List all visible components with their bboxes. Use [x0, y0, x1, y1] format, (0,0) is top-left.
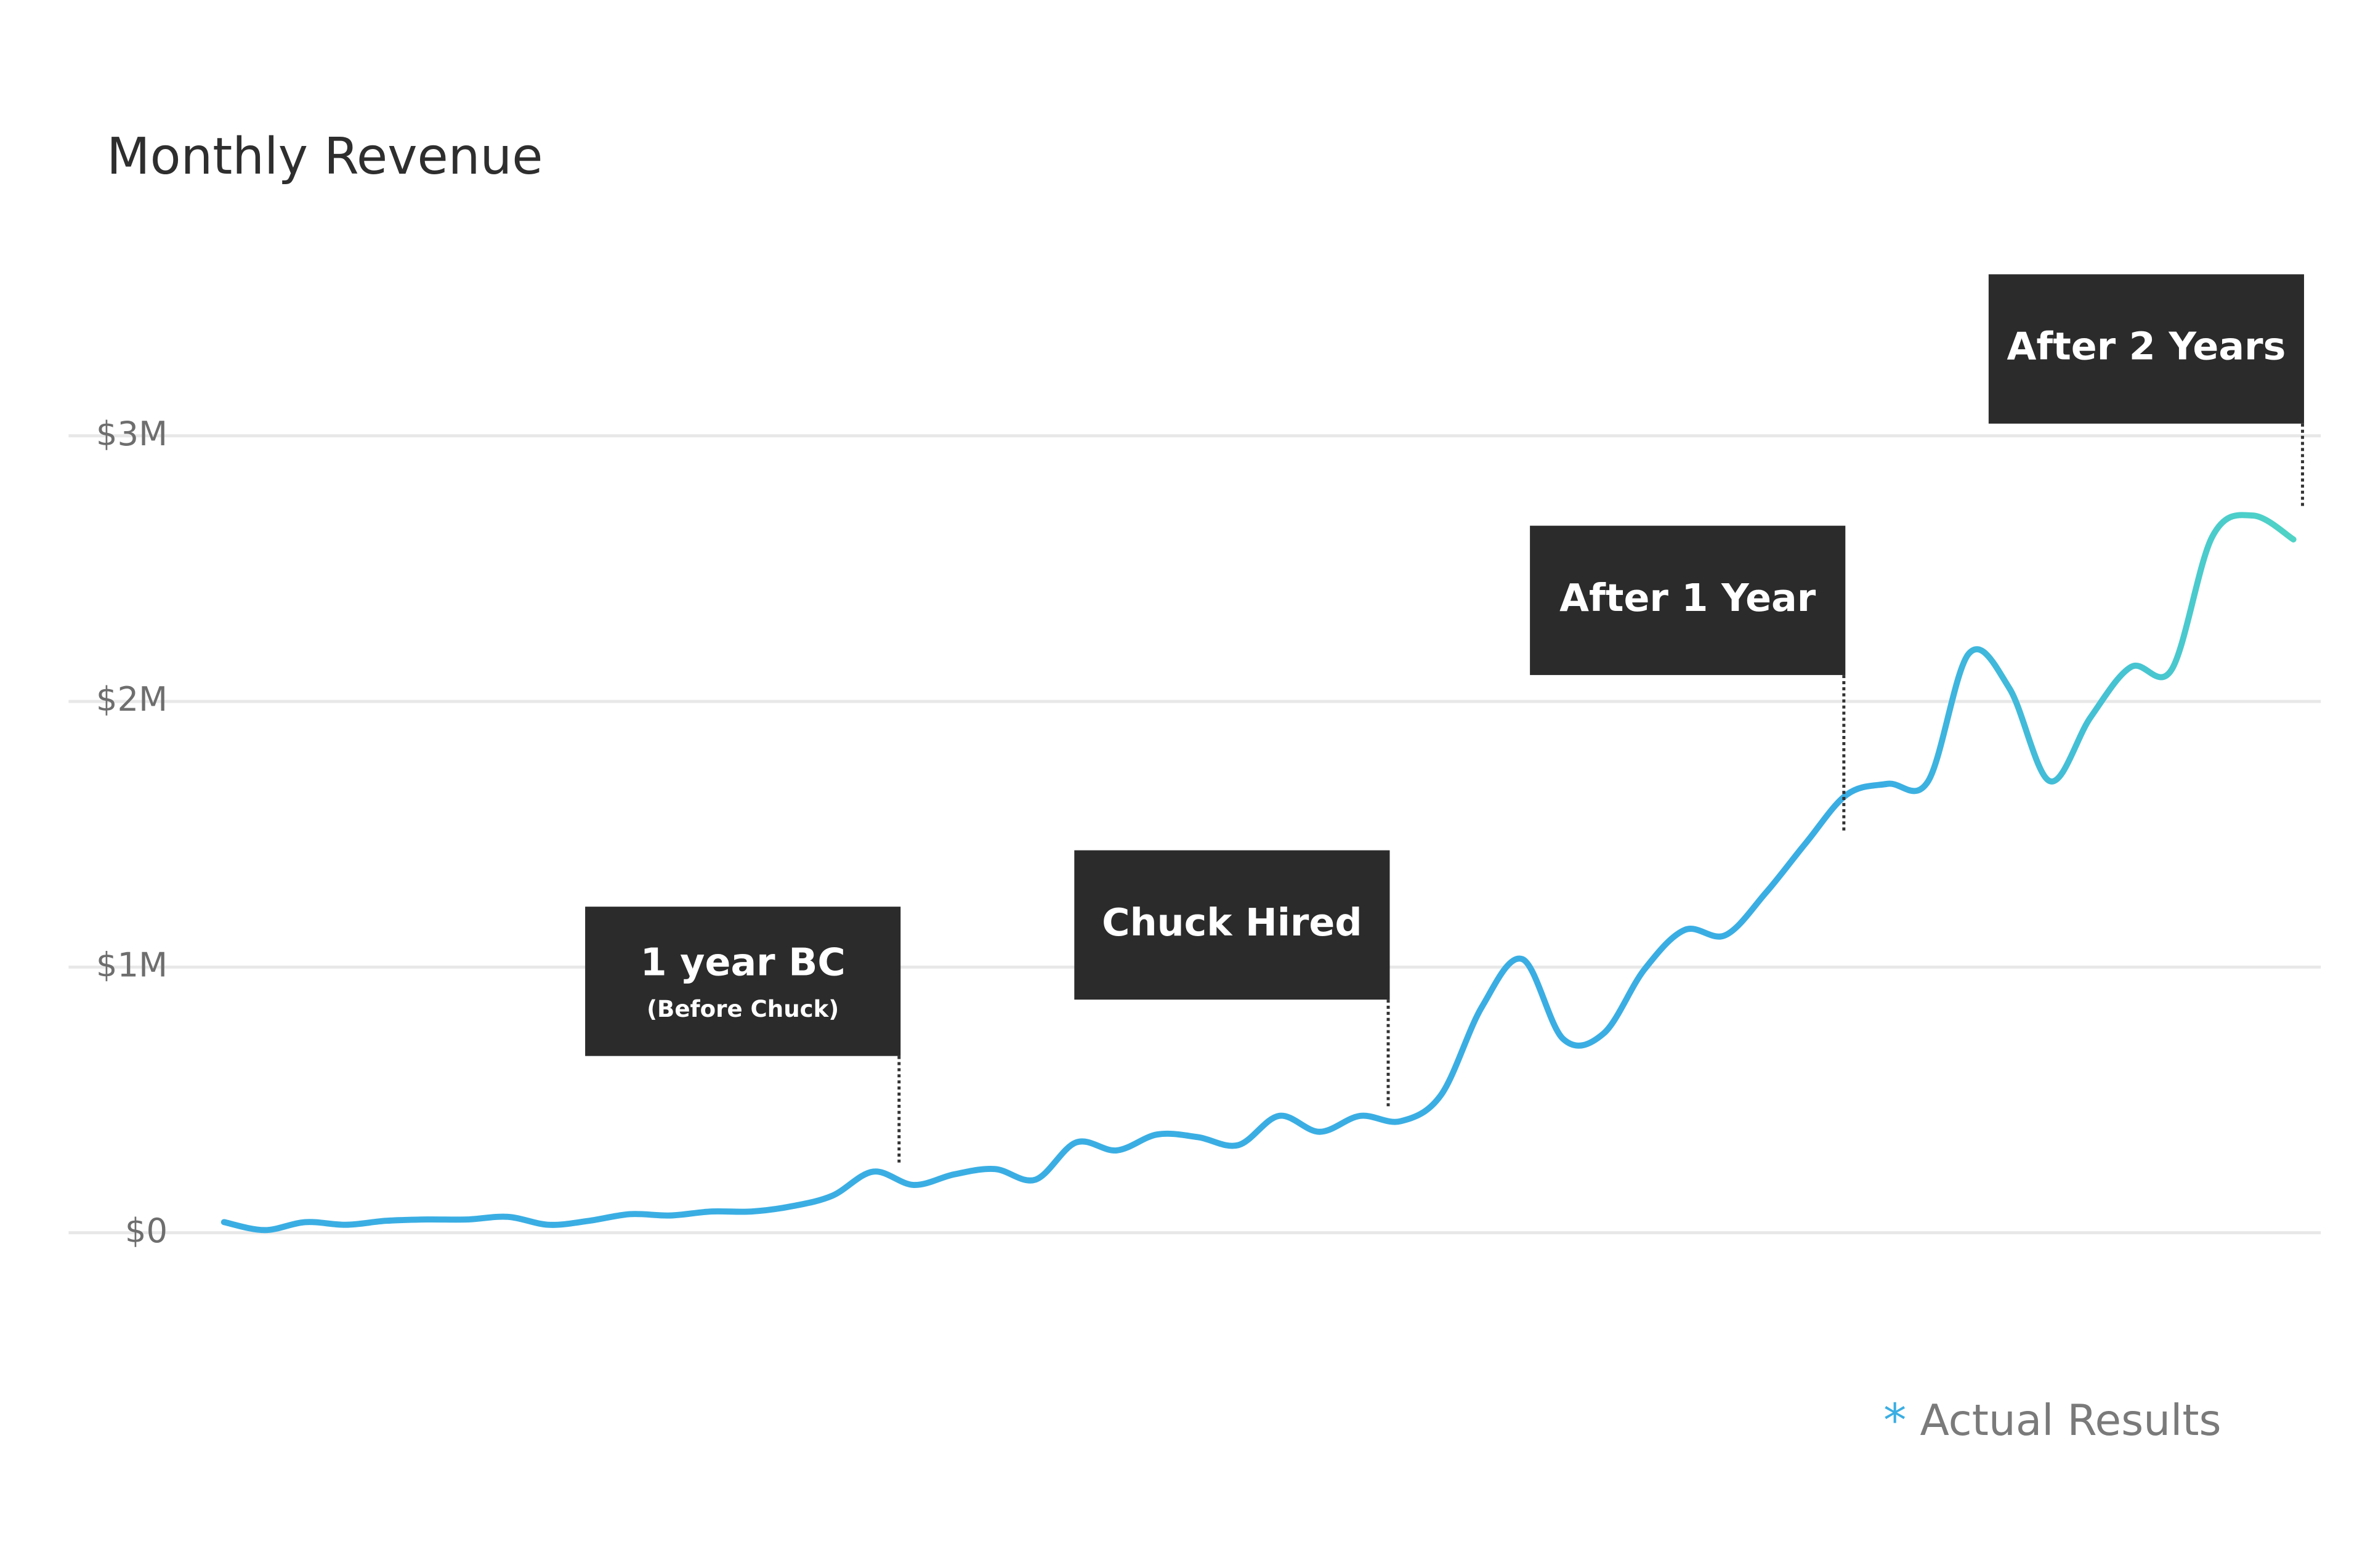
annotation-text: After 1 Year	[1559, 576, 1816, 620]
annotation: After 1 Year	[1530, 525, 1846, 676]
annotation: Chuck Hired	[1074, 850, 1390, 1000]
annotation: After 2 Years	[1988, 274, 2305, 424]
annotation-text: Chuck Hired	[1102, 900, 1362, 945]
y-tick-label: $1M	[96, 945, 168, 984]
chart-title: Monthly Revenue	[107, 127, 543, 186]
y-tick-label: $3M	[96, 414, 168, 453]
footnote-marker: *	[1883, 1393, 1906, 1447]
y-tick-label: $2M	[96, 679, 168, 719]
annotation-text: After 2 Years	[2007, 325, 2286, 369]
annotation: 1 year BC (Before Chuck)	[585, 907, 901, 1056]
annotation-box	[1988, 274, 2305, 424]
annotation-subtext: (Before Chuck)	[647, 996, 839, 1022]
y-tick-label: $0	[125, 1211, 168, 1250]
annotation-box	[1530, 525, 1846, 676]
annotation-box	[585, 907, 901, 1056]
annotation-text: 1 year BC	[641, 940, 846, 984]
revenue-line	[220, 512, 2297, 1234]
footnote: Actual Results	[1920, 1396, 2221, 1445]
annotation-box	[1074, 850, 1390, 1000]
